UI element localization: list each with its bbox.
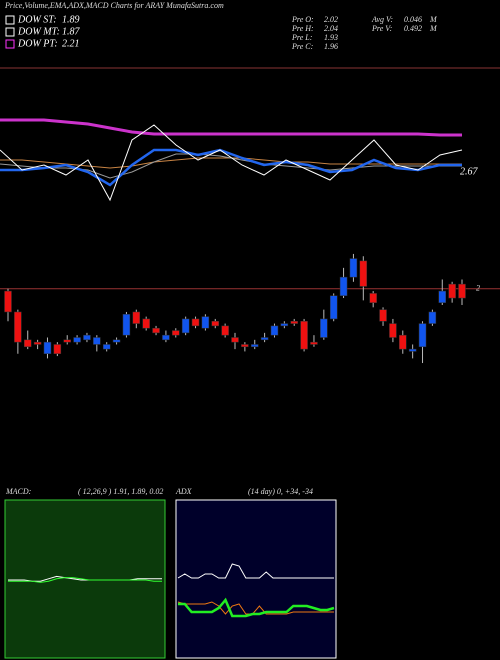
candle-body (83, 334, 91, 341)
candle-body (201, 316, 210, 329)
candle-body (438, 290, 447, 303)
candle-body (93, 337, 101, 345)
candle-body (300, 321, 308, 350)
stat-value: 0.046 (404, 15, 422, 24)
stat-label: Pre O: (291, 15, 314, 24)
panel-subtitle: (14 day) 0, +34, -34 (248, 487, 313, 496)
stat-label: Pre H: (291, 24, 314, 33)
stat-unit: M (429, 24, 438, 33)
candle-body (211, 321, 220, 327)
candle-body (4, 290, 12, 313)
legend-swatch (5, 27, 15, 37)
stat-value: 2.02 (324, 15, 338, 24)
series-line (178, 597, 335, 618)
candle-body (241, 344, 249, 348)
candle-body (369, 293, 377, 303)
candle-body (270, 325, 279, 336)
candle-body (428, 311, 437, 324)
candle-body (191, 318, 200, 327)
candle-body (389, 323, 397, 338)
candle-body (43, 341, 52, 354)
candle-body (152, 327, 160, 334)
candle-body (181, 318, 190, 334)
candle-body (231, 337, 239, 343)
candle-body (280, 323, 289, 327)
legend-label: DOW ST: (17, 14, 57, 25)
candle-body (162, 334, 170, 341)
series-line (177, 563, 334, 579)
candle-body (53, 344, 62, 355)
candle-body (349, 258, 358, 278)
candle-body (33, 341, 42, 345)
stat-value: 0.492 (404, 24, 422, 33)
candle-body (73, 337, 81, 343)
stat-label: Pre V: (371, 24, 393, 33)
candle-body (399, 334, 407, 350)
series-line (8, 577, 162, 583)
candle-body (112, 339, 121, 343)
candle-body (320, 318, 328, 338)
candle-body (408, 348, 417, 352)
panel-title: ADX (175, 487, 193, 496)
panel-subtitle: ( 12,26,9 ) 1.91, 1.89, 0.02 (78, 487, 163, 496)
candle-body (448, 283, 456, 299)
candle-body (14, 311, 22, 343)
stat-label: Pre C: (291, 42, 314, 51)
candle-body (418, 323, 427, 348)
candle-body (250, 344, 259, 348)
stat-label: Pre L: (291, 33, 313, 42)
series-line (177, 601, 334, 615)
candle-body (359, 260, 368, 287)
candle-body (132, 311, 141, 324)
panel-title: MACD: (5, 487, 32, 496)
candle-body (102, 344, 111, 350)
series-line (0, 118, 462, 137)
candle-body (221, 325, 229, 336)
series-line (0, 124, 463, 202)
legend-value: 1.89 (62, 14, 80, 25)
candle-body (458, 283, 466, 299)
candle-body (172, 330, 180, 336)
candle-body (290, 321, 298, 324)
legend-swatch (5, 15, 15, 25)
value-annotation: 2.67 (460, 166, 479, 177)
candle-body (329, 295, 338, 320)
legend-value: 1.87 (62, 26, 81, 37)
legend-label: DOW PT: (17, 38, 58, 49)
series-line (0, 148, 462, 187)
stat-value: 1.93 (324, 33, 338, 42)
candle-body (63, 339, 71, 343)
adx-panel (175, 499, 337, 659)
candle-body (142, 318, 150, 329)
stat-unit: M (429, 15, 438, 24)
candle-body (339, 276, 348, 296)
candle-body (23, 339, 32, 348)
page-title: Price,Volume,EMA,ADX,MACD Charts for ARA… (4, 1, 224, 10)
reference-label: 2 (476, 284, 480, 293)
stat-value: 1.96 (324, 42, 338, 51)
stat-value: 2.04 (324, 24, 338, 33)
candle-body (310, 341, 318, 345)
stat-label: Avg V: (371, 15, 393, 24)
legend-value: 2.21 (62, 38, 80, 49)
legend-label: DOW MT: (17, 26, 60, 37)
legend-swatch (5, 39, 15, 49)
candle-body (260, 337, 269, 341)
candle-body (122, 314, 131, 336)
candle-body (379, 309, 387, 322)
